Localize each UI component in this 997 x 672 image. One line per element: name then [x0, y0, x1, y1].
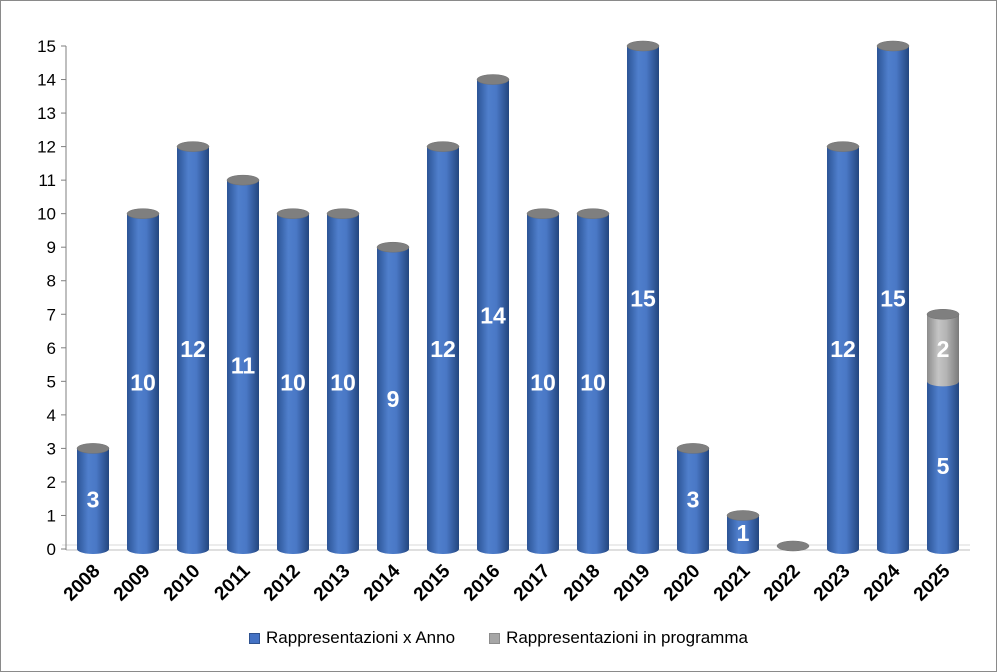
- bar-2008-anno: [77, 448, 109, 554]
- data-label: 10: [130, 369, 156, 395]
- y-tick-label: 13: [37, 104, 56, 123]
- bar-cap-2019: [626, 40, 660, 52]
- data-label: 14: [480, 302, 506, 328]
- x-tick-label: 2025: [910, 560, 955, 605]
- y-tick-label: 3: [47, 439, 56, 458]
- data-label: 12: [180, 336, 206, 362]
- y-tick-label: 9: [47, 238, 56, 257]
- bar-cap-2017: [526, 208, 560, 219]
- data-labels: 3 10 12 11 10 10 9 12 14 10 10 15 3 1 12 15 5 2: [87, 286, 950, 547]
- data-label: 5: [937, 453, 950, 479]
- x-tick-label: 2022: [760, 561, 805, 606]
- bar-2015-anno: [427, 146, 459, 554]
- bar-2020-anno: [677, 448, 709, 554]
- bar-cap-2013: [326, 208, 360, 219]
- bar-2009-anno: [127, 213, 159, 554]
- legend-item-series-1: Rappresentazioni x Anno: [249, 628, 455, 648]
- data-label: 10: [280, 369, 306, 395]
- bar-2025-programma: [927, 314, 959, 387]
- data-label: 15: [880, 286, 906, 312]
- x-tick-label: 2014: [360, 560, 405, 605]
- data-label: 3: [687, 487, 700, 513]
- bar-2011-anno: [227, 180, 259, 554]
- x-tick-label: 2024: [860, 560, 905, 605]
- legend-label: Rappresentazioni in programma: [506, 628, 748, 647]
- bar-cap-2021: [726, 510, 760, 521]
- legend-swatch-blue: [249, 632, 261, 644]
- bar-cap-2011: [226, 174, 260, 186]
- legend-swatch-gray: [489, 632, 501, 644]
- y-tick-label: 11: [38, 171, 56, 190]
- bar-cap-2015: [426, 141, 460, 152]
- data-label: 12: [830, 336, 856, 362]
- y-tick-label: 1: [47, 506, 56, 525]
- y-tick-label: 2: [47, 473, 56, 492]
- bar-2023-anno: [827, 146, 859, 554]
- bar-2019-anno: [627, 46, 659, 554]
- bar-2017-anno: [527, 213, 559, 554]
- bar-cap-2012: [276, 208, 310, 219]
- x-tick-label: 2023: [810, 561, 855, 606]
- x-tick-label: 2009: [110, 561, 155, 606]
- x-tick-label: 2018: [560, 561, 605, 606]
- bar-cap-2010: [176, 141, 210, 152]
- x-tick-label: 2012: [260, 561, 305, 606]
- bar-2016-anno: [477, 79, 509, 555]
- y-tick-label: 4: [47, 406, 56, 425]
- legend: Rappresentazioni x Anno Rappresentazioni…: [0, 626, 997, 650]
- data-label: 10: [580, 369, 606, 395]
- data-label: 9: [387, 386, 400, 412]
- bar-cap-2023: [826, 141, 860, 152]
- bar-2018-anno: [577, 213, 609, 554]
- bar-2010-anno: [177, 146, 209, 554]
- y-tick-label: 10: [37, 205, 56, 224]
- y-tick-label: 14: [37, 71, 56, 90]
- bar-cap-2024: [876, 40, 910, 52]
- legend-item-series-2: Rappresentazioni in programma: [489, 628, 748, 648]
- x-tick-label: 2013: [310, 561, 355, 606]
- y-tick-label: 6: [47, 339, 56, 358]
- y-tick-label: 8: [47, 272, 56, 291]
- legend-label: Rappresentazioni x Anno: [266, 628, 456, 647]
- data-label: 15: [630, 286, 656, 312]
- y-tick-label: 7: [47, 305, 56, 324]
- bar-2024-anno: [877, 46, 909, 554]
- x-tick-label: 2010: [160, 561, 205, 606]
- x-tick-label: 2017: [510, 561, 555, 606]
- bars: [76, 40, 960, 555]
- data-label: 12: [430, 336, 456, 362]
- bar-cap-2016: [476, 74, 510, 85]
- bar-cap-2009: [126, 208, 160, 219]
- x-tick-label: 2011: [211, 560, 255, 604]
- x-tick-label: 2016: [460, 561, 505, 606]
- bar-2021-anno: [727, 515, 759, 554]
- bar-2025-anno: [927, 381, 959, 554]
- bar-2012-anno: [277, 213, 309, 554]
- x-tick-label: 2020: [660, 561, 705, 606]
- data-label: 10: [330, 369, 356, 395]
- x-tick-label: 2008: [60, 561, 105, 606]
- bar-cap-2018: [576, 208, 610, 219]
- x-tick-label: 2021: [710, 560, 755, 605]
- x-tick-label: 2015: [410, 560, 455, 605]
- data-label: 10: [530, 369, 556, 395]
- data-label: 1: [737, 520, 750, 546]
- x-tick-label: 2019: [610, 561, 655, 606]
- data-label: 11: [231, 353, 256, 379]
- bar-cap-2025: [926, 309, 960, 320]
- bar-cap-2020: [676, 443, 710, 454]
- y-tick-label: 12: [37, 138, 56, 157]
- bar-cap-2022: [776, 540, 810, 552]
- bar-2014-anno: [377, 247, 409, 554]
- y-tick-label: 15: [37, 37, 56, 56]
- bar-cap-2014: [376, 241, 410, 253]
- y-tick-label: 0: [47, 540, 56, 559]
- bar-cap-2008: [76, 443, 110, 454]
- bar-2013-anno: [327, 213, 359, 554]
- y-tick-label: 5: [47, 372, 56, 391]
- data-label: 2: [937, 336, 950, 362]
- data-label: 3: [87, 487, 100, 513]
